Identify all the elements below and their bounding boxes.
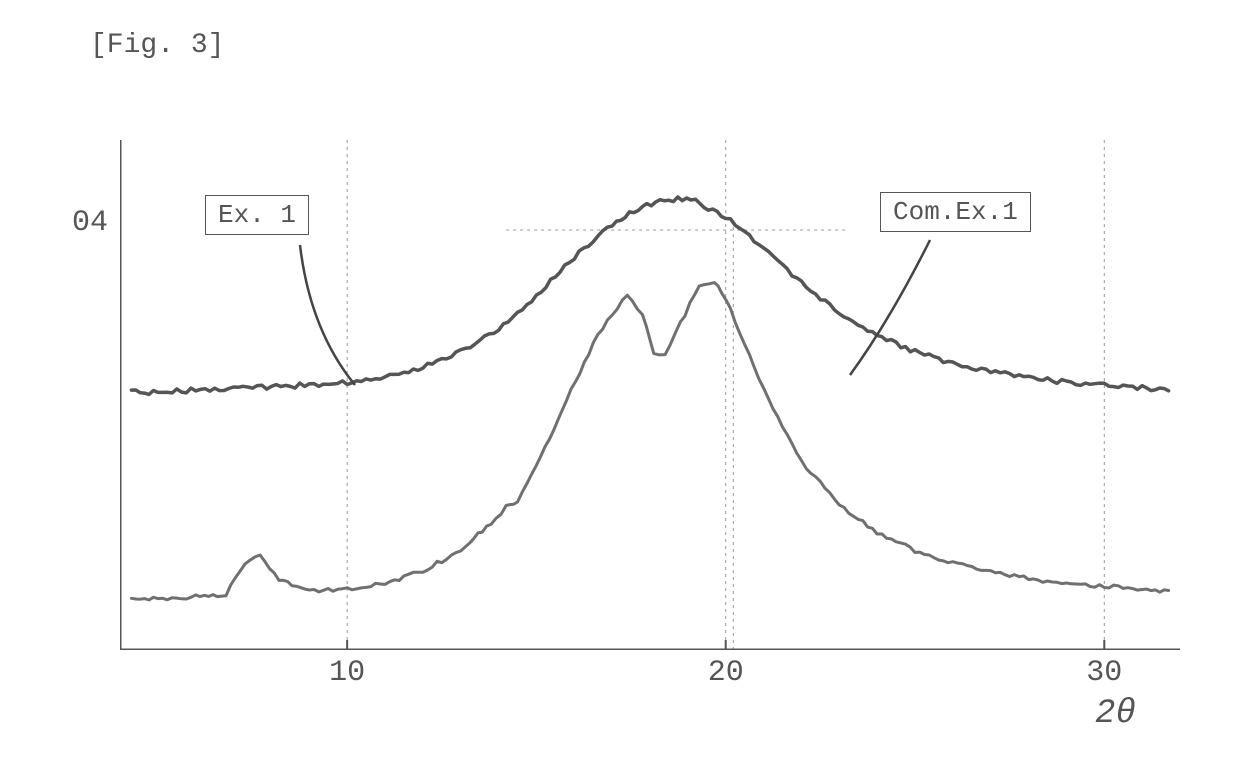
figure-caption: [Fig. 3] <box>90 30 224 61</box>
x-tick-20: 20 <box>708 656 744 690</box>
x-axis-title: 2θ <box>1095 695 1136 733</box>
legend-comex1: Com.Ex.1 <box>880 192 1031 232</box>
y-tick-label: 04 <box>72 206 108 240</box>
x-tick-10: 10 <box>329 656 365 690</box>
x-tick-30: 30 <box>1086 656 1122 690</box>
legend-ex1: Ex. 1 <box>205 195 309 235</box>
